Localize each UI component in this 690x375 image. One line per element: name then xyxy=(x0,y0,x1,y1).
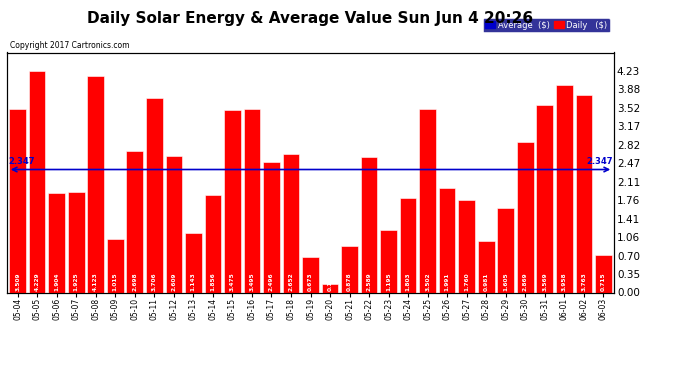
Text: 2.869: 2.869 xyxy=(523,272,528,291)
Bar xyxy=(166,156,182,292)
Text: 1.991: 1.991 xyxy=(444,272,450,291)
Bar xyxy=(224,110,241,292)
Bar xyxy=(126,151,143,292)
Text: Daily Solar Energy & Average Value Sun Jun 4 20:26: Daily Solar Energy & Average Value Sun J… xyxy=(88,11,533,26)
Bar xyxy=(10,109,26,292)
Bar xyxy=(204,195,221,292)
Text: 3.569: 3.569 xyxy=(542,272,547,291)
Text: 1.925: 1.925 xyxy=(74,272,79,291)
Bar xyxy=(68,192,84,292)
Text: 3.502: 3.502 xyxy=(425,272,430,291)
Bar xyxy=(322,284,338,292)
Bar xyxy=(575,95,592,292)
Text: 1.856: 1.856 xyxy=(210,272,215,291)
Text: 1.605: 1.605 xyxy=(503,272,509,291)
Text: 0.878: 0.878 xyxy=(347,272,352,291)
Text: 1.803: 1.803 xyxy=(406,272,411,291)
Bar xyxy=(244,110,260,292)
Text: 0.673: 0.673 xyxy=(308,272,313,291)
Bar xyxy=(400,198,417,292)
Bar xyxy=(439,188,455,292)
Bar xyxy=(517,142,533,292)
Text: 3.706: 3.706 xyxy=(152,272,157,291)
Bar xyxy=(88,76,104,292)
Bar xyxy=(537,105,553,292)
Bar xyxy=(458,200,475,292)
Bar xyxy=(107,239,124,292)
Text: 2.609: 2.609 xyxy=(171,272,177,291)
Text: 3.958: 3.958 xyxy=(562,272,566,291)
Bar xyxy=(263,162,279,292)
Bar xyxy=(595,255,611,292)
Text: 3.509: 3.509 xyxy=(15,272,20,291)
Text: 0.981: 0.981 xyxy=(484,272,489,291)
Text: 4.123: 4.123 xyxy=(93,272,98,291)
Text: 2.496: 2.496 xyxy=(269,272,274,291)
Text: 2.698: 2.698 xyxy=(132,272,137,291)
Text: 4.229: 4.229 xyxy=(34,272,39,291)
Text: 1.904: 1.904 xyxy=(55,272,59,291)
Bar xyxy=(556,85,573,292)
Bar xyxy=(48,193,65,292)
Bar xyxy=(342,246,358,292)
Text: 1.015: 1.015 xyxy=(112,272,118,291)
Bar xyxy=(185,232,201,292)
Text: 2.652: 2.652 xyxy=(288,272,293,291)
Text: 3.495: 3.495 xyxy=(249,272,255,291)
Text: 3.475: 3.475 xyxy=(230,272,235,291)
Legend: Average  ($), Daily   ($): Average ($), Daily ($) xyxy=(483,18,610,32)
Text: 2.347: 2.347 xyxy=(586,158,613,166)
Text: 1.760: 1.760 xyxy=(464,272,469,291)
Bar xyxy=(361,157,377,292)
Bar xyxy=(380,230,397,292)
Bar xyxy=(146,98,163,292)
Text: 2.589: 2.589 xyxy=(366,272,372,291)
Text: 1.195: 1.195 xyxy=(386,272,391,291)
Bar xyxy=(478,241,495,292)
Text: Copyright 2017 Cartronics.com: Copyright 2017 Cartronics.com xyxy=(10,41,130,50)
Text: 0.715: 0.715 xyxy=(601,272,606,291)
Text: 3.763: 3.763 xyxy=(582,272,586,291)
Text: 0.166: 0.166 xyxy=(328,272,333,291)
Bar xyxy=(29,71,46,292)
Text: 2.347: 2.347 xyxy=(8,158,34,166)
Text: 1.143: 1.143 xyxy=(191,272,196,291)
Bar xyxy=(283,153,299,292)
Bar xyxy=(497,209,514,292)
Bar xyxy=(420,109,436,292)
Bar xyxy=(302,257,319,292)
